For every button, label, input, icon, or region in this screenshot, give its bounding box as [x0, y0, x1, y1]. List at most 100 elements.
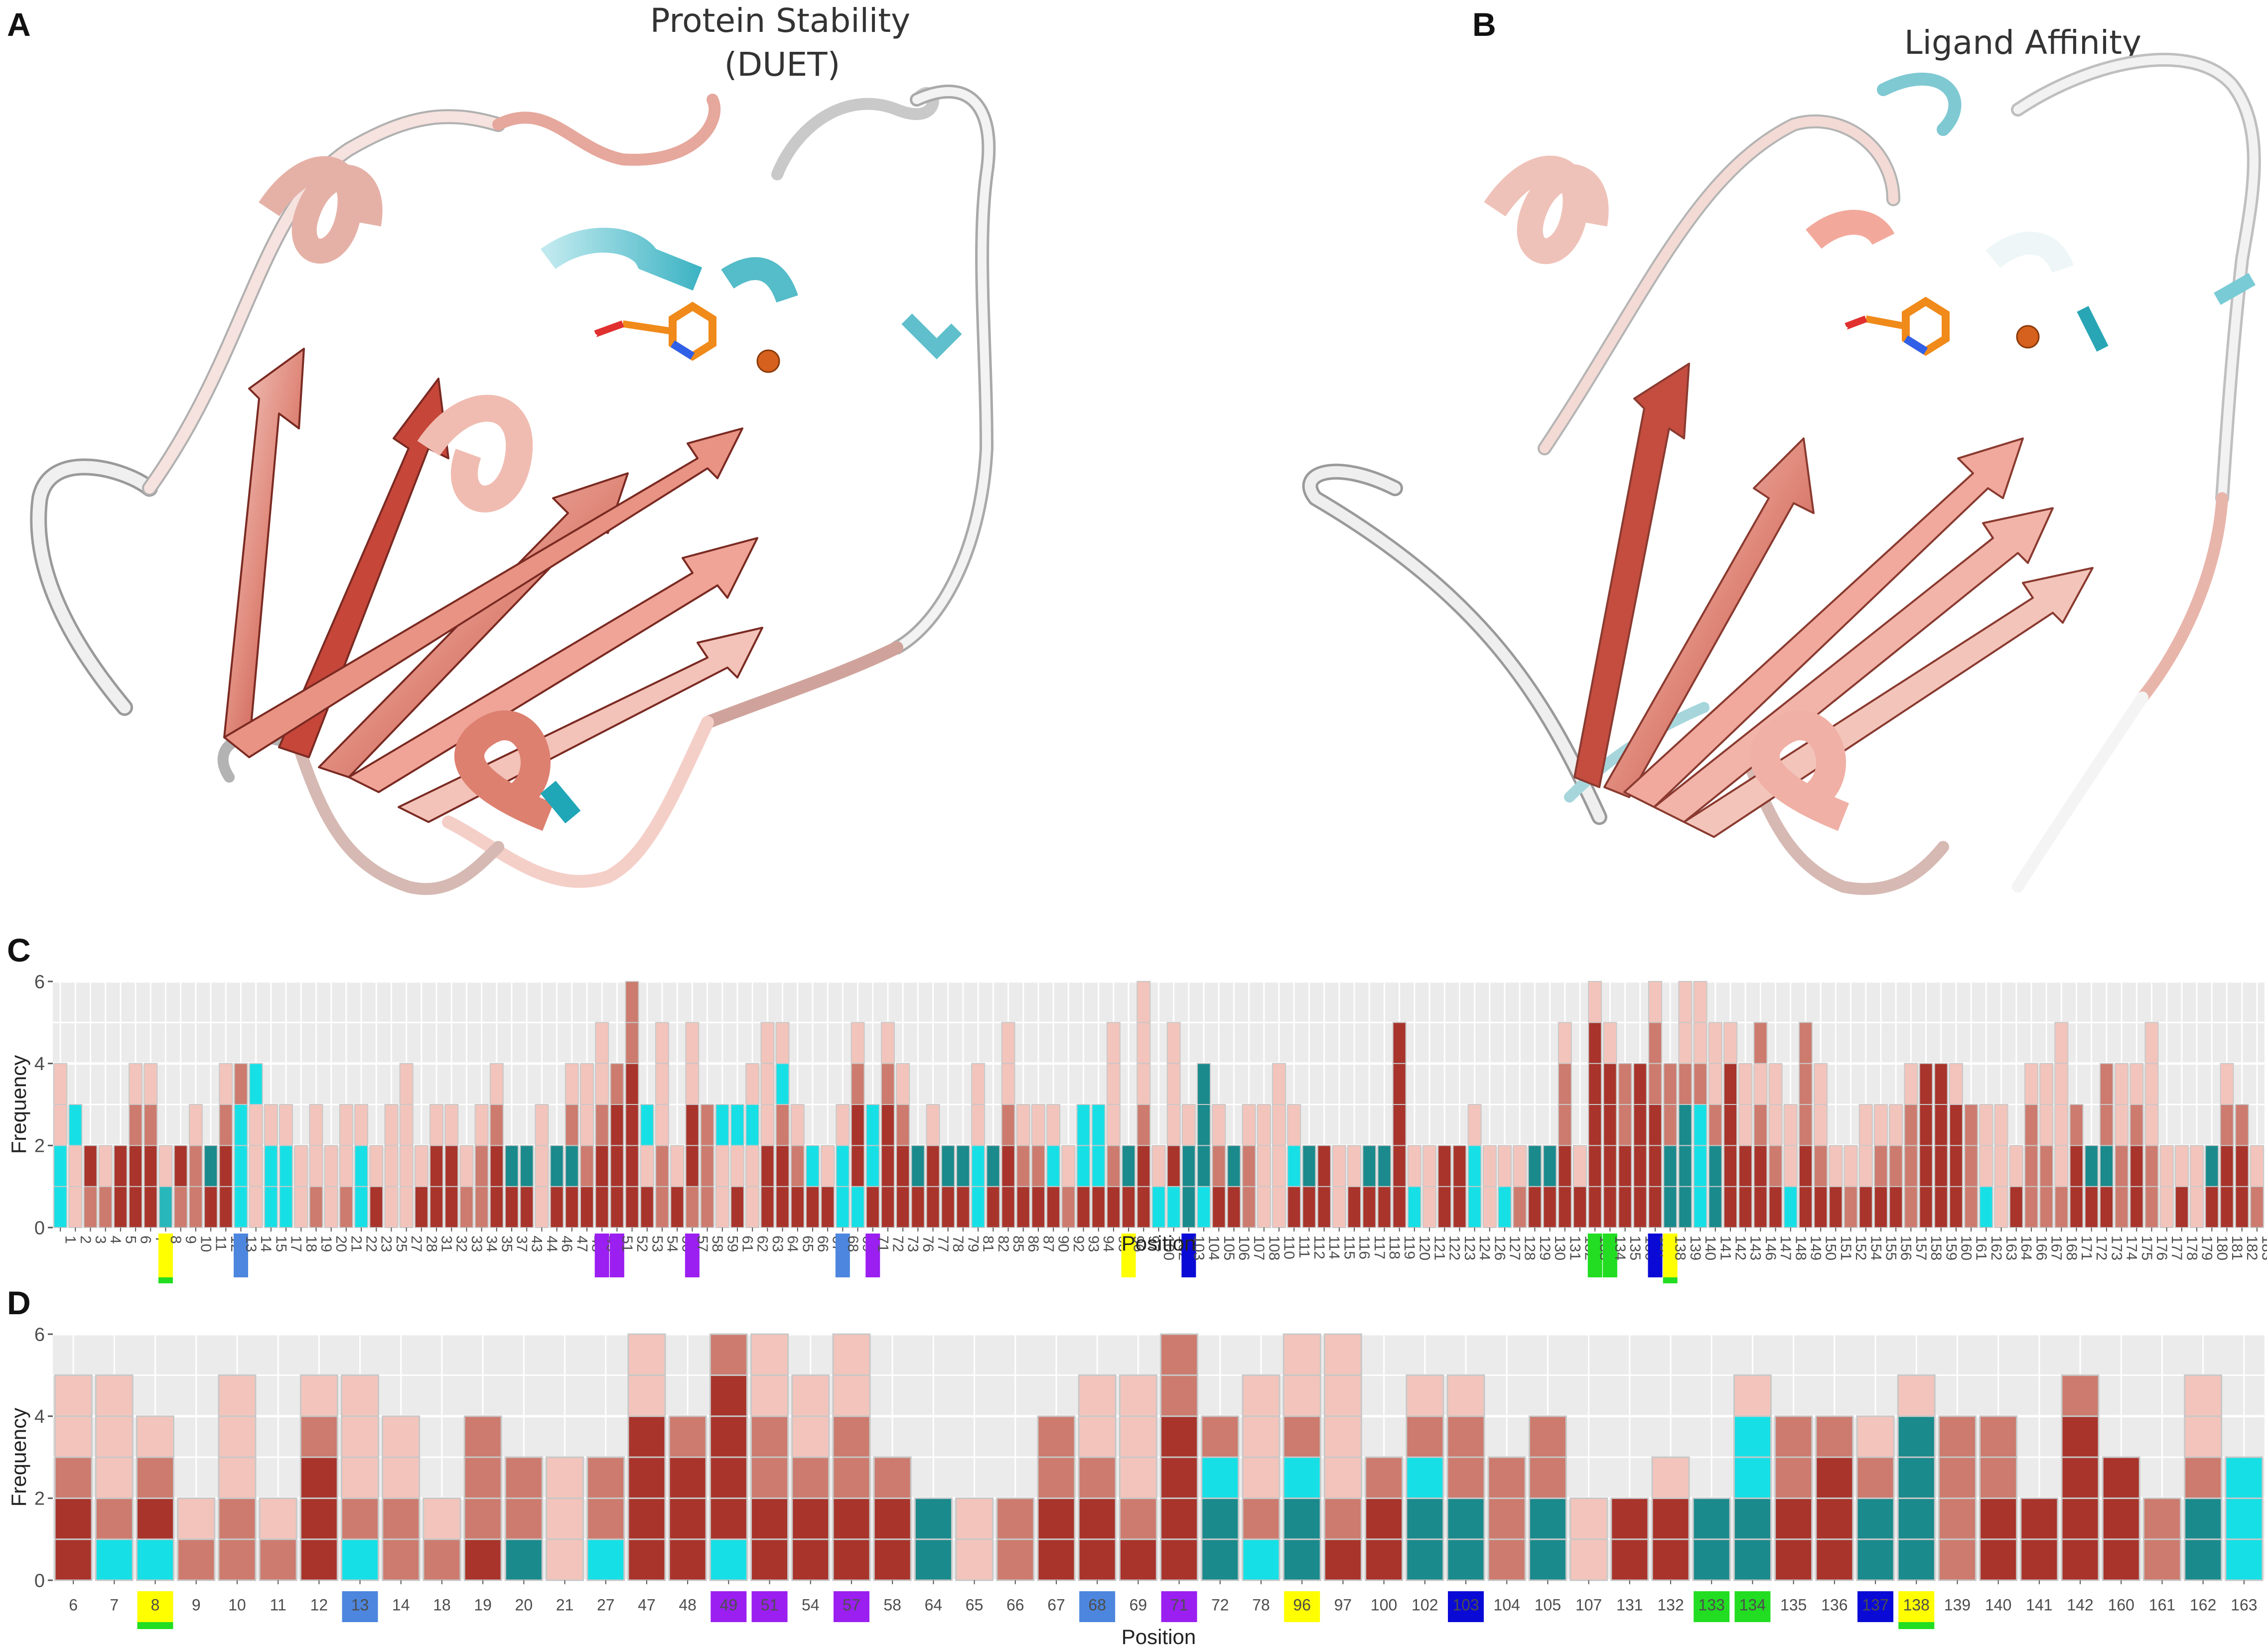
highlight-underline [137, 1622, 173, 1629]
highlight-box [1448, 1591, 1484, 1622]
bar-segment [1733, 1374, 1772, 1417]
bar-segment [2024, 1145, 2038, 1187]
bar-segment [565, 1186, 579, 1229]
bar-segment [1964, 1186, 1979, 1229]
highlight-underline [158, 1277, 173, 1283]
x-tick-label: 22 [363, 1236, 380, 1252]
bar-segment [986, 1186, 1000, 1229]
bar-segment [1001, 1145, 1015, 1187]
bar-segment [98, 1186, 113, 1229]
bar-segment [341, 1538, 380, 1581]
highlight-box [835, 1234, 850, 1277]
x-tick-label: 171 [2078, 1236, 2095, 1260]
bar-segment [760, 1063, 775, 1105]
bar-segment [926, 1104, 940, 1146]
x-tick-label: 138 [1672, 1236, 1689, 1260]
bar-segment [1814, 1186, 1828, 1229]
x-tick-label: 108 [1266, 1236, 1282, 1260]
bar-segment [2020, 1538, 2059, 1581]
highlight-box [158, 1234, 173, 1277]
panel-b-title: Ligand Affinity [1904, 23, 2141, 62]
bar-segment [1076, 1145, 1091, 1187]
x-tick-label: 51 [761, 1596, 779, 1614]
bar-segment [1678, 1022, 1693, 1064]
x-tick-label: 139 [1687, 1236, 1703, 1260]
bar-segment [259, 1497, 297, 1540]
bar-segment [760, 1022, 775, 1064]
bar-segment [1934, 1104, 1948, 1146]
bar-segment [1768, 1145, 1783, 1187]
bar-segment [2009, 1186, 2023, 1229]
bar-segment [1708, 1022, 1722, 1064]
x-tick-label: 139 [1944, 1596, 1971, 1614]
bar-segment [546, 1538, 584, 1581]
bar-segment [1994, 1145, 2008, 1187]
x-tick-label: 65 [966, 1596, 984, 1614]
bar-segment [1160, 1538, 1199, 1581]
bar-segment [136, 1538, 175, 1581]
bar-segment [1106, 1022, 1121, 1064]
bar-segment [129, 1104, 143, 1146]
bar-segment [709, 1333, 748, 1376]
bar-segment [1648, 1104, 1662, 1146]
x-tick-label: 123 [1461, 1236, 1478, 1260]
bar-segment [53, 1145, 68, 1187]
bar-segment [1513, 1145, 1527, 1187]
bar-segment [444, 1186, 459, 1229]
x-tick-label: 104 [1206, 1236, 1222, 1260]
bar-segment [580, 1063, 594, 1105]
bar-segment [1889, 1145, 1903, 1187]
bar-segment [504, 1538, 543, 1581]
bar-segment [730, 1186, 744, 1229]
bar-segment [218, 1456, 257, 1499]
bar-segment [2220, 1186, 2234, 1229]
bar-segment [129, 1145, 143, 1187]
bar-segment [1282, 1497, 1321, 1540]
bar-segment [640, 1104, 654, 1146]
bar-segment [1814, 1104, 1828, 1146]
x-tick-label: 115 [1341, 1236, 1357, 1259]
x-tick-label: 168 [2063, 1236, 2080, 1260]
bar-segment [805, 1186, 820, 1229]
bar-segment [1528, 1415, 1567, 1458]
panel-label-a: A [7, 6, 31, 43]
bar-segment [873, 1538, 912, 1581]
bar-segment [1738, 1145, 1753, 1187]
bar-segment [1843, 1145, 1858, 1187]
bar-segment [1783, 1145, 1798, 1187]
bar-segment [685, 1145, 700, 1187]
bar-segment [129, 1186, 143, 1229]
bar-segment [1648, 981, 1662, 1023]
bar-segment [750, 1538, 789, 1581]
bar-segment [1919, 1145, 1933, 1187]
bar-segment [1889, 1104, 1903, 1146]
bar-segment [1815, 1456, 1854, 1499]
bar-segment [429, 1145, 444, 1187]
bar-segment [2115, 1104, 2129, 1146]
bar-segment [1897, 1538, 1936, 1581]
bar-segment [1873, 1186, 1888, 1229]
x-tick-label: 79 [965, 1236, 981, 1252]
bar-segment [956, 1186, 970, 1229]
bar-segment [1678, 981, 1693, 1023]
x-tick-label: 183 [2259, 1236, 2267, 1260]
bar-segment [1272, 1104, 1286, 1146]
bar-segment [880, 1104, 895, 1146]
x-tick-label: 133 [1699, 1596, 1725, 1614]
bar-segment [1633, 1104, 1647, 1146]
x-tick-label: 71 [874, 1236, 891, 1252]
x-tick-label: 13 [351, 1596, 369, 1614]
x-tick-label: 172 [2093, 1236, 2110, 1260]
bar-segment [2024, 1104, 2038, 1146]
x-tick-label: 174 [2124, 1236, 2140, 1260]
bar-segment [204, 1186, 218, 1229]
bar-segment [68, 1145, 83, 1187]
x-tick-label: 107 [1251, 1236, 1267, 1260]
bar-segment [775, 1104, 790, 1146]
bar-segment [1197, 1186, 1211, 1229]
x-tick-label: 160 [2108, 1596, 2134, 1614]
bar-segment [249, 1186, 263, 1229]
bar-segment [2144, 1186, 2159, 1229]
bar-segment [1076, 1104, 1091, 1146]
bar-segment [264, 1145, 278, 1187]
